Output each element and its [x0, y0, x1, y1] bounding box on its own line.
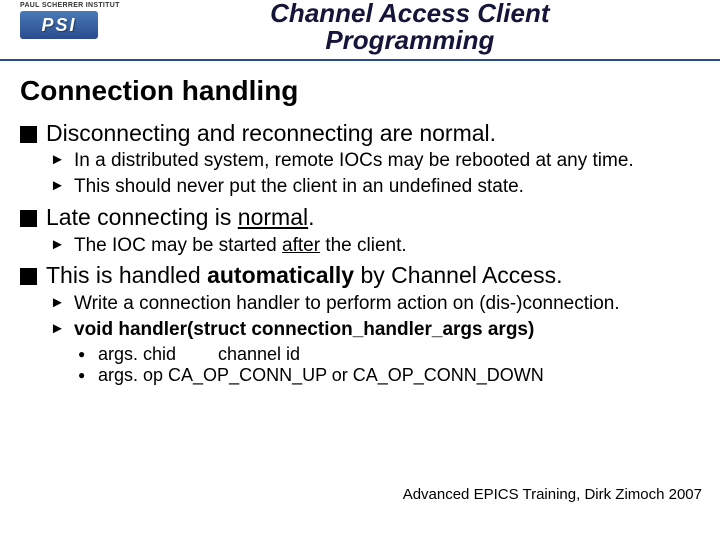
detail-1-val: channel id [218, 344, 300, 366]
slide-footer: Advanced EPICS Training, Dirk Zimoch 200… [403, 486, 702, 503]
slide-title-line2: Programming [120, 27, 700, 54]
bullet-2-sub-1-underlined: after [282, 235, 320, 256]
bullet-3-suffix: by Channel Access. [354, 262, 562, 288]
bullet-2-underlined: normal [238, 204, 308, 230]
bullet-3-sub-1: Write a connection handler to perform ac… [20, 292, 700, 316]
institute-name: PAUL SCHERRER INSTITUT [20, 2, 120, 9]
bullet-2-sub-1: The IOC may be started after the client. [20, 234, 700, 258]
detail-1-key: args. chid [98, 344, 188, 366]
bullet-3-bold: automatically [207, 262, 354, 288]
bullet-3-sub-2: void handler(struct connection_handler_a… [20, 318, 700, 342]
logo-box: PSI [20, 11, 98, 39]
bullet-1: Disconnecting and reconnecting are norma… [20, 119, 700, 148]
slide-content: Connection handling Disconnecting and re… [0, 61, 720, 387]
bullet-2: Late connecting is normal. [20, 203, 700, 232]
bullet-3-detail-1: args. chid channel id [20, 344, 700, 366]
bullet-2-suffix: . [308, 204, 314, 230]
bullet-1-sub-2: This should never put the client in an u… [20, 175, 700, 199]
psi-logo: PAUL SCHERRER INSTITUT PSI [20, 2, 120, 39]
bullet-2-prefix: Late connecting is [46, 204, 238, 230]
title-wrap: Channel Access Client Programming [120, 0, 700, 55]
bullet-2-sub-1-suffix: the client. [320, 235, 407, 256]
bullet-2-sub-1-prefix: The IOC may be started [74, 235, 282, 256]
section-heading: Connection handling [20, 75, 700, 107]
slide-title-line1: Channel Access Client [120, 0, 700, 27]
bullet-1-sub-1: In a distributed system, remote IOCs may… [20, 149, 700, 173]
logo-abbrev: PSI [41, 15, 76, 36]
bullet-3-detail-2: args. op CA_OP_CONN_UP or CA_OP_CONN_DOW… [20, 365, 700, 387]
slide-header: PAUL SCHERRER INSTITUT PSI Channel Acces… [0, 0, 720, 61]
bullet-3-prefix: This is handled [46, 262, 207, 288]
bullet-1-text: Disconnecting and reconnecting are norma… [46, 120, 496, 146]
bullet-3: This is handled automatically by Channel… [20, 261, 700, 290]
